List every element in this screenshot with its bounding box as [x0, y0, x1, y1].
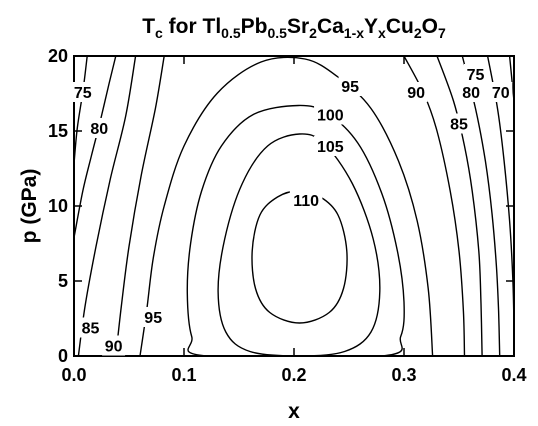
contour-label: 95	[341, 79, 359, 96]
contour-label-bg	[447, 113, 471, 134]
contour-label-bg	[338, 76, 362, 96]
contour-label-bg	[314, 136, 347, 156]
contour-80-right	[461, 56, 501, 356]
contour-95	[139, 56, 434, 356]
chart-title-part: T	[142, 15, 155, 38]
contour-label: 90	[407, 85, 425, 102]
x-axis-label: x	[288, 400, 300, 423]
chart-title-part: 2	[309, 25, 317, 41]
contour-75-right	[486, 56, 514, 327]
y-tick-label: 0	[58, 346, 68, 366]
chart-title-part: Pb	[241, 15, 268, 38]
chart-title-part: Cu	[386, 15, 414, 38]
contour-70-right	[508, 56, 514, 102]
contour-label-bg	[464, 64, 487, 84]
contour-label: 80	[90, 121, 108, 138]
chart-title-part: c	[155, 25, 163, 41]
contour-label: 105	[317, 139, 344, 156]
contour-label: 90	[105, 339, 123, 356]
contour-label-bg	[314, 104, 347, 125]
x-tick-label: 0.2	[281, 365, 306, 385]
contour-100	[186, 104, 405, 356]
contour-label: 70	[492, 85, 510, 102]
contour-label-bg	[489, 82, 513, 102]
contour-label: 85	[450, 117, 468, 134]
contour-105	[217, 133, 381, 356]
chart-title-part: Sr	[287, 15, 309, 38]
chart-title-part: x	[378, 25, 386, 41]
contour-label-bg	[79, 317, 102, 338]
chart-title-part: Ca	[317, 15, 344, 38]
contour-85-right	[436, 56, 483, 356]
contour-label: 85	[82, 321, 100, 338]
contour-label-bg	[102, 335, 126, 356]
contour-label-bg	[289, 190, 323, 210]
contour-label: 95	[144, 310, 162, 327]
contour-label-bg	[404, 82, 428, 102]
x-tick-label: 0.3	[391, 365, 416, 385]
y-tick-label: 20	[48, 46, 68, 66]
contour-label-bg	[87, 118, 111, 138]
contour-75-left	[74, 56, 88, 165]
chart-title-part: Y	[364, 15, 378, 38]
contour-label: 75	[74, 85, 92, 102]
x-tick-label: 0.4	[501, 365, 526, 385]
chart-title-part: 7	[438, 25, 446, 41]
contour-label: 80	[462, 85, 480, 102]
contour-label-bg	[71, 82, 95, 102]
chart-title-part: 0.5	[267, 25, 287, 41]
chart-title: Tc for Tl0.5Pb0.5Sr2Ca1-xYxCu2O7	[142, 15, 446, 41]
contour-label: 75	[467, 67, 485, 84]
chart-title-part: 1-x	[344, 25, 364, 41]
contour-label-bg	[141, 307, 165, 327]
contour-90-left	[115, 56, 165, 356]
chart-title-part: O	[422, 15, 438, 38]
contour-label-bg	[459, 82, 483, 102]
contour-lines	[74, 56, 514, 356]
y-axis: 0 5 10 15 20	[48, 46, 514, 366]
contour-110	[251, 190, 348, 324]
contour-label: 100	[317, 108, 344, 125]
x-tick-label: 0.0	[61, 365, 86, 385]
chart-title-part: 2	[414, 25, 422, 41]
x-tick-label: 0.1	[171, 365, 196, 385]
contour-85-left	[77, 56, 137, 356]
y-tick-label: 10	[48, 196, 68, 216]
y-axis-label: p (GPa)	[18, 169, 41, 244]
chart-title-part: 0.5	[221, 25, 241, 41]
y-tick-label: 15	[48, 121, 68, 141]
chart-title-part: for Tl	[163, 15, 221, 38]
y-tick-label: 5	[58, 271, 68, 291]
contour-label: 110	[293, 193, 319, 210]
x-axis: 0.0 0.1 0.2 0.3 0.4	[61, 56, 527, 385]
